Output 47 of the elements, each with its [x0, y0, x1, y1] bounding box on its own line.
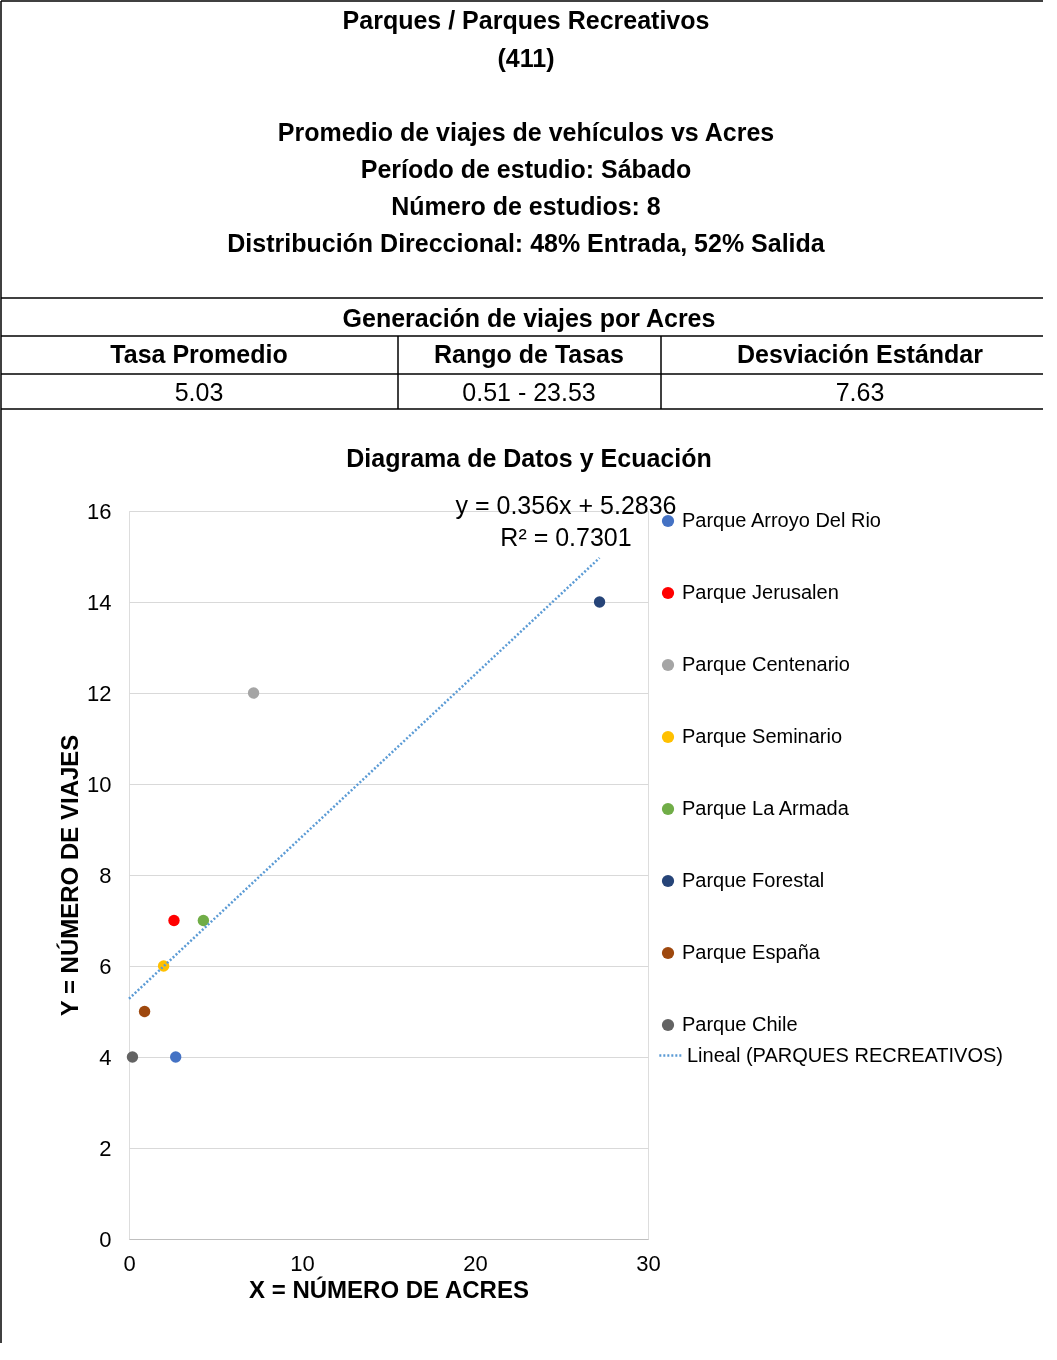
y-tick-label: 8	[99, 862, 112, 888]
legend-label: Lineal (PARQUES RECREATIVOS)	[687, 1043, 1004, 1066]
y-tick-label: 6	[99, 953, 112, 979]
point	[247, 687, 260, 699]
y-tick-label: 2	[99, 1135, 112, 1161]
x-tick-label: 20	[463, 1250, 488, 1276]
y-axis-title: Y = NÚMERO DE VIAJES	[56, 734, 84, 1017]
x-tick-label: 10	[290, 1250, 315, 1276]
point	[197, 914, 210, 927]
text: Desviación Estándar	[737, 340, 984, 368]
x-tick-label: 30	[636, 1250, 661, 1276]
y-tick-label: 4	[99, 1044, 112, 1070]
text: Generación de viajes por Acres	[342, 304, 716, 332]
legend-label: Parque Centenario	[682, 653, 850, 675]
legend-label: Parque Forestal	[682, 869, 825, 891]
y-tick-label: 16	[87, 498, 112, 524]
x-tick-label: 0	[123, 1250, 136, 1276]
y-tick-label: 10	[87, 771, 112, 797]
text: Rango de Tasas	[434, 340, 624, 368]
legend-label: Parque Chile	[682, 1013, 798, 1035]
annotation: R² = 0.7301	[500, 523, 632, 551]
point	[170, 1051, 182, 1063]
point	[593, 596, 606, 608]
text: 0.51 - 23.53	[462, 378, 596, 406]
text: Promedio de viajes de vehículos vs Acres	[277, 118, 775, 146]
point	[138, 1005, 151, 1018]
text: (411)	[497, 44, 555, 72]
legend-label: Parque Seminario	[682, 725, 843, 747]
chart-title: Diagrama de Datos y Ecuación	[346, 444, 712, 472]
text: 5.03	[174, 378, 224, 406]
text: Período de estudio: Sábado	[360, 155, 692, 183]
point	[168, 914, 180, 927]
legend-label: Parque La Armada	[682, 797, 850, 819]
text: 7.63	[835, 378, 885, 406]
text: Tasa Promedio	[110, 340, 288, 368]
y-tick-label: 14	[87, 589, 112, 615]
text: Parques / Parques Recreativos	[342, 6, 710, 34]
y-tick-label: 12	[87, 680, 112, 706]
legend-label: Parque España	[682, 941, 821, 963]
y-tick-label: 0	[99, 1226, 112, 1252]
point	[126, 1051, 139, 1063]
annotation: y = 0.356x + 5.2836	[455, 491, 677, 519]
text: Número de estudios: 8	[391, 192, 661, 220]
text: Distribución Direccional: 48% Entrada, 52% Salida	[227, 229, 826, 257]
legend-label: Parque Jerusalen	[682, 581, 839, 603]
x-axis-title: X = NÚMERO DE ACRES	[249, 1275, 529, 1303]
legend-label: Parque Arroyo Del Rio	[682, 509, 881, 531]
